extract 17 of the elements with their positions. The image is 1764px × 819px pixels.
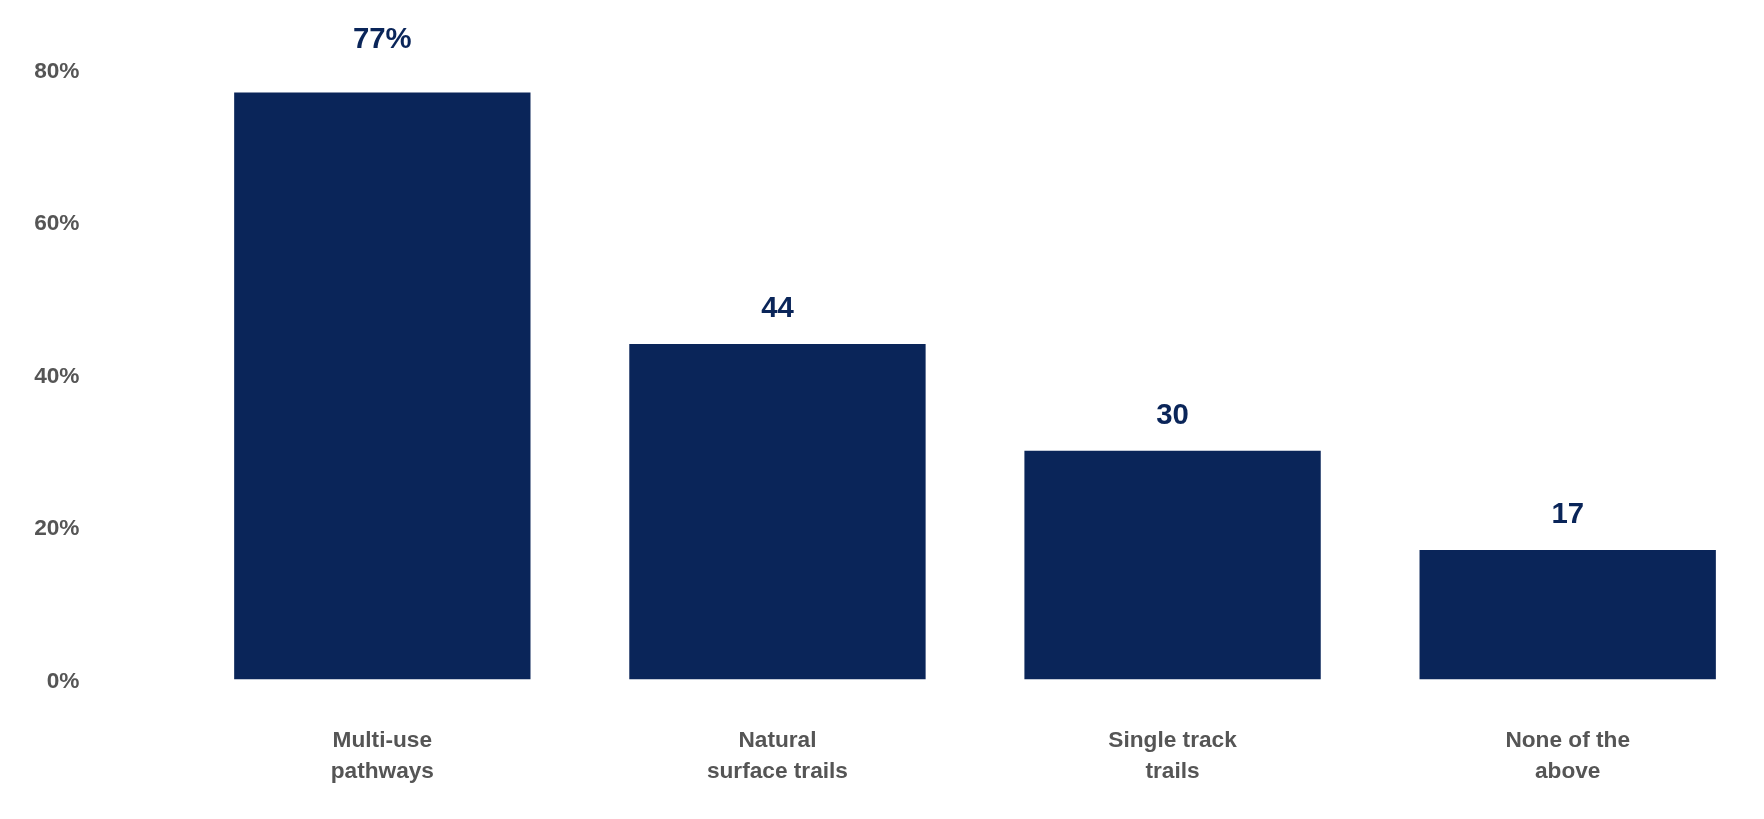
bar bbox=[234, 92, 531, 680]
x-tick-label: Single track trails bbox=[1108, 725, 1238, 783]
y-tick-label: 60% bbox=[34, 209, 80, 235]
y-tick-label: 80% bbox=[34, 56, 80, 83]
y-tick-label: 40% bbox=[34, 361, 80, 388]
y-tick-label: 20% bbox=[34, 514, 80, 540]
data-label: 44 bbox=[761, 290, 795, 323]
bar bbox=[629, 344, 926, 680]
data-label: 77% bbox=[352, 20, 412, 54]
data-label: 17 bbox=[1551, 495, 1585, 529]
data-label: 30 bbox=[1156, 396, 1189, 430]
bar bbox=[1024, 450, 1321, 680]
bar bbox=[1419, 549, 1716, 680]
x-tick-label: Natural surface trails bbox=[706, 725, 848, 783]
y-tick-label: 0% bbox=[46, 666, 80, 693]
x-tick-label: Multi-use pathways bbox=[330, 725, 434, 783]
x-tick-label: None of the above bbox=[1505, 725, 1631, 783]
